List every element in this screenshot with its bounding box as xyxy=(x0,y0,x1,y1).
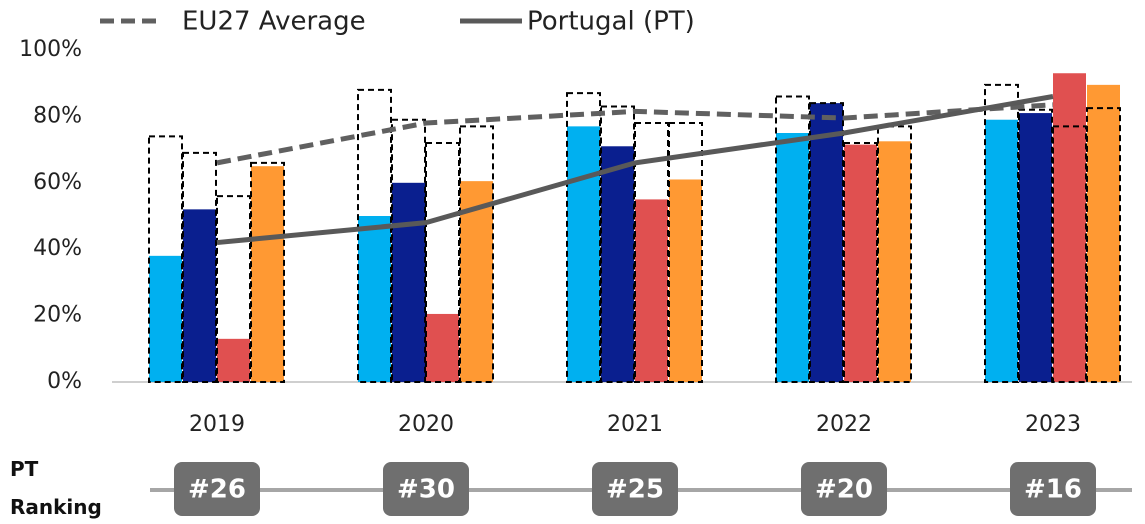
bar xyxy=(776,133,809,382)
bar xyxy=(358,216,391,382)
bar xyxy=(844,144,877,382)
y-tick-label: 40% xyxy=(33,236,82,261)
ranking-box xyxy=(383,462,469,516)
eu-bar-outline xyxy=(148,135,183,383)
bar xyxy=(251,166,284,382)
x-tick-label: 2019 xyxy=(189,412,245,437)
eu-bar-outline xyxy=(1018,108,1053,383)
bar xyxy=(392,182,425,382)
eu-bar-outline xyxy=(1052,125,1087,383)
legend-label: Portugal (PT) xyxy=(527,7,695,37)
ranking-value: #26 xyxy=(188,475,246,505)
x-tick-label: 2023 xyxy=(1025,412,1081,437)
eu-bar-outline xyxy=(459,125,494,383)
y-tick-label: 0% xyxy=(47,369,82,394)
x-tick-label: 2022 xyxy=(816,412,872,437)
eu-bar-outline xyxy=(357,88,392,383)
legend-label: EU27 Average xyxy=(182,7,366,37)
y-tick-label: 80% xyxy=(33,103,82,128)
line-series xyxy=(216,94,1054,246)
ranking-box xyxy=(592,462,678,516)
bar xyxy=(426,313,459,382)
x-tick-label: 2020 xyxy=(398,412,454,437)
bar xyxy=(810,103,843,383)
ranking-label: PT Ranking xyxy=(10,457,102,519)
ranking-value: #25 xyxy=(606,475,664,505)
ranking-value: #30 xyxy=(397,475,455,505)
ranking-box xyxy=(1010,462,1096,516)
eu-bar-outline xyxy=(216,195,251,383)
y-tick-label: 100% xyxy=(19,37,82,62)
eu-bar-outline xyxy=(1086,107,1121,383)
bar xyxy=(567,126,600,382)
x-tick-label: 2021 xyxy=(607,412,663,437)
bar xyxy=(669,179,702,382)
bar xyxy=(183,209,216,382)
y-tick-label: 60% xyxy=(33,170,82,195)
y-tick-label: 20% xyxy=(33,303,82,328)
bar xyxy=(1019,113,1052,382)
bar xyxy=(1053,73,1086,383)
eu-bar-outline xyxy=(668,122,703,383)
line-series xyxy=(216,102,1054,166)
eu-bar-outline xyxy=(775,95,810,383)
ranking-box xyxy=(174,462,260,516)
bar xyxy=(985,119,1018,382)
bar xyxy=(149,255,182,382)
ranking-value: #16 xyxy=(1024,475,1082,505)
eu-bar-outline xyxy=(984,83,1019,384)
ranking-box xyxy=(801,462,887,516)
bar xyxy=(1087,84,1120,383)
eu-bar-outline xyxy=(391,118,426,383)
ranking-value: #20 xyxy=(815,475,873,505)
eu-bar-outline xyxy=(877,125,912,383)
bar xyxy=(601,146,634,382)
eu-bar-outline xyxy=(250,161,285,383)
bar xyxy=(878,141,911,382)
bar xyxy=(217,338,250,382)
bar xyxy=(460,181,493,382)
bar xyxy=(635,199,668,382)
